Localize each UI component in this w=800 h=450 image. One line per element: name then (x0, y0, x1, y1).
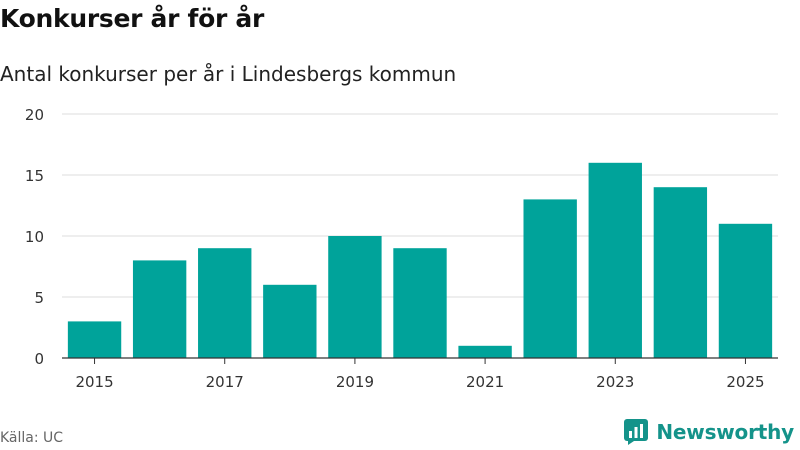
y-axis-ticks: 0 5 10 15 20 (25, 106, 44, 368)
y-tick-label: 20 (25, 106, 44, 124)
bar-2025 (718, 223, 773, 358)
bar-2020 (393, 248, 447, 358)
bar-2018 (263, 284, 317, 358)
bar-2016 (132, 260, 187, 358)
x-axis-ticks: 2015 2017 2019 2021 2023 2025 (75, 358, 765, 391)
bar-2024 (653, 187, 708, 358)
source-label: Källa: UC (0, 430, 64, 446)
bars (67, 162, 773, 358)
x-tick-label: 2019 (336, 373, 374, 391)
bar-2022 (523, 199, 577, 358)
bar-2015 (67, 321, 122, 358)
chart-subtitle: Antal konkurser per år i Lindesbergs kom… (0, 62, 457, 86)
chart-title: Konkurser år för år (0, 4, 265, 33)
brand-name: Newsworthy (656, 420, 794, 444)
x-tick-label: 2017 (206, 373, 244, 391)
x-tick-label: 2023 (596, 373, 634, 391)
x-tick-label: 2025 (726, 373, 764, 391)
bar-2017 (198, 248, 252, 358)
newsworthy-chart-icon (624, 419, 649, 445)
x-tick-label: 2015 (75, 373, 113, 391)
x-tick-label: 2021 (466, 373, 504, 391)
y-tick-label: 15 (25, 167, 44, 185)
bar-2021 (458, 345, 512, 358)
y-tick-label: 5 (34, 289, 44, 307)
y-tick-label: 10 (25, 228, 44, 246)
bar-2019 (328, 236, 382, 358)
brand-logo: Newsworthy (624, 419, 794, 445)
y-tick-label: 0 (34, 350, 44, 368)
bar-2023 (588, 162, 642, 358)
